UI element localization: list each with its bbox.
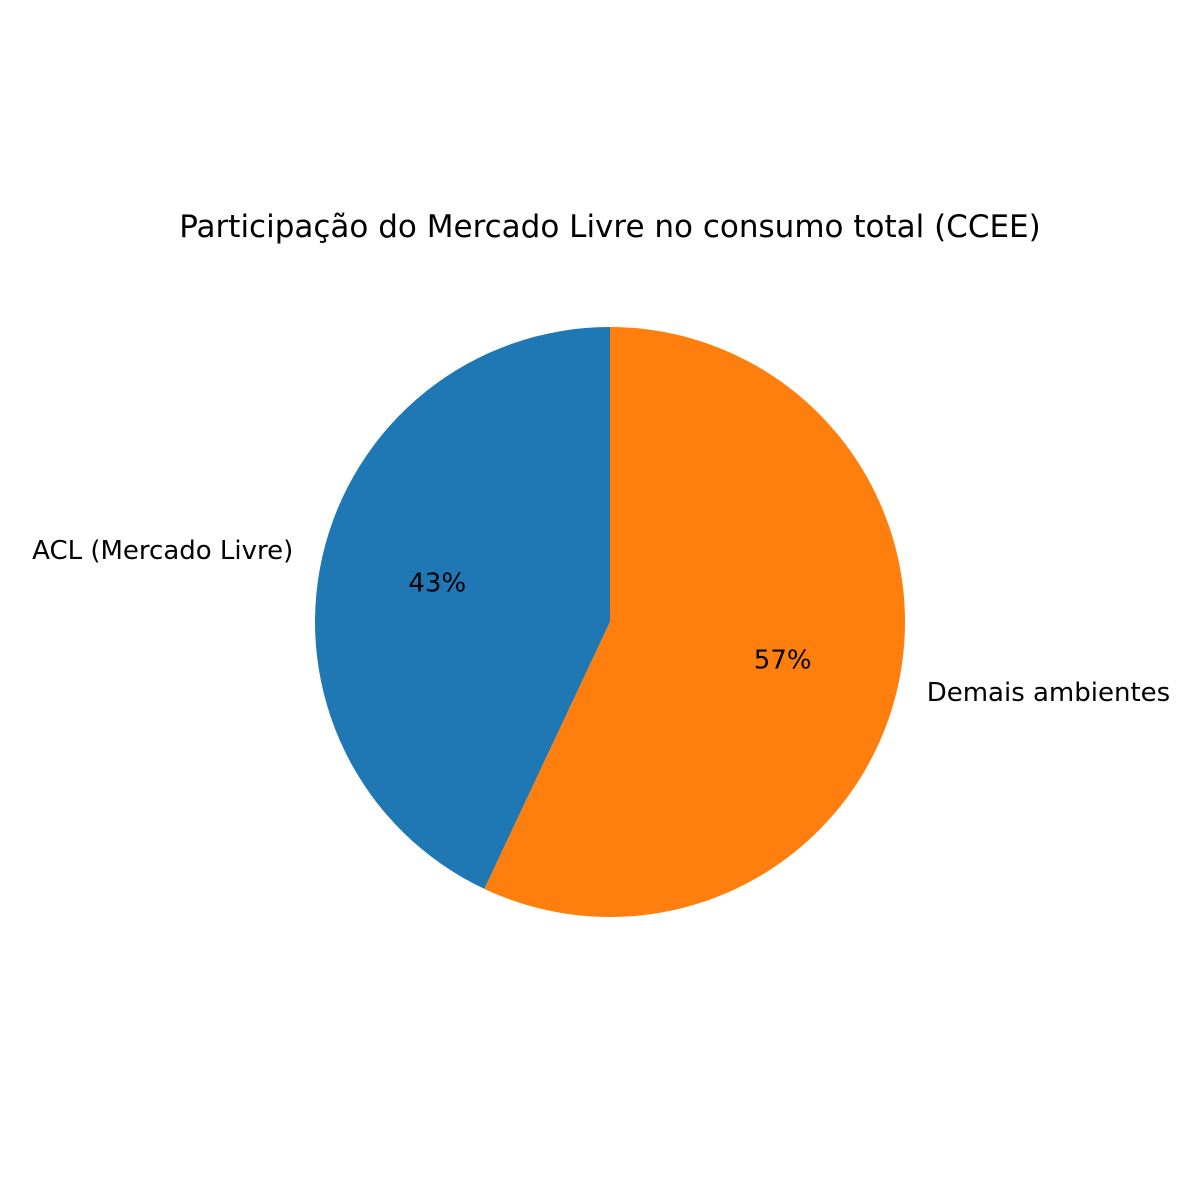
pie-slice-1 [315,327,610,889]
pie-slice-label-2: Demais ambientes [927,678,1171,708]
chart-title: Participação do Mercado Livre no consumo… [179,209,1040,245]
pie-pct-label-2: 57% [754,646,812,676]
pie-slices [315,327,906,917]
pie-slice-2 [484,327,906,917]
pie-pct-label-1: 43% [408,568,466,598]
pie-slice-label-1: ACL (Mercado Livre) [32,536,293,566]
pie-labels: 43% ACL (Mercado Livre) 57% Demais ambiente… [32,536,1170,708]
